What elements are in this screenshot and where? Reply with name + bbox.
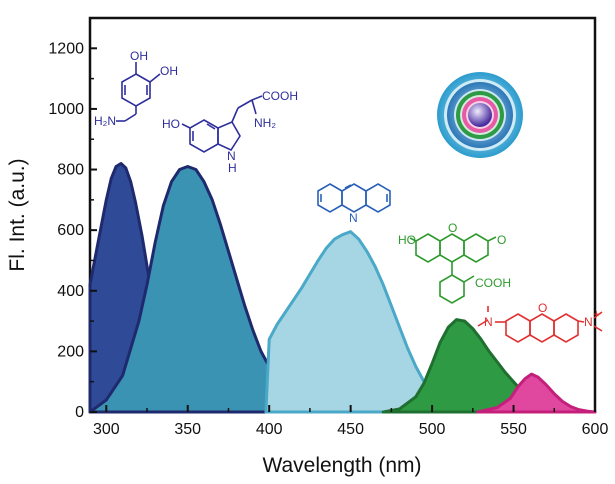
serotonin-label-n: N: [227, 149, 236, 163]
x-tick-label: 550: [500, 421, 527, 438]
x-tick-label: 300: [93, 421, 120, 438]
y-tick-label: 1200: [48, 40, 84, 57]
fluorescein-label-cooh: COOH: [475, 276, 511, 290]
fluorescein-structure: [409, 233, 497, 304]
series-area-5: [476, 372, 597, 414]
dopamine-label-oh2: OH: [160, 64, 178, 78]
rhodamine-label-n-left: N: [484, 315, 493, 329]
series-layer: [88, 162, 597, 414]
x-tick-label: 450: [337, 421, 364, 438]
dopamine-structure: [116, 62, 161, 122]
acridine-structure: [317, 183, 391, 213]
fluorescein-label-o-keto: O: [497, 233, 506, 247]
serotonin-label-nh2: NH₂: [254, 116, 276, 130]
x-tick-label: 350: [174, 421, 201, 438]
y-tick-label: 800: [57, 162, 84, 179]
y-axis-title: Fl. Int. (a.u.): [6, 158, 29, 271]
acridine-label-n: N: [349, 211, 358, 225]
dopamine-label-nh2: H₂N: [94, 114, 116, 128]
x-axis-title: Wavelength (nm): [262, 454, 421, 477]
serotonin-label-ho: HO: [162, 117, 180, 131]
serotonin-label-cooh: COOH: [262, 89, 298, 103]
y-tick-label: 600: [57, 222, 84, 239]
rhodamine-structure: [477, 306, 603, 343]
serotonin-label-h: H: [228, 161, 237, 175]
nanoparticle-rings-icon: [437, 72, 523, 158]
rhodamine-label-n-right: N: [584, 315, 593, 329]
x-tick-label: 600: [582, 421, 609, 438]
y-tick-label: 0: [75, 404, 84, 421]
fluorescein-label-ho: HO: [398, 233, 416, 247]
dopamine-label-oh1: OH: [130, 49, 148, 63]
rhodamine-label-plus: +: [593, 307, 600, 321]
y-tick-label: 1000: [48, 101, 84, 118]
rhodamine-label-o: O: [538, 301, 547, 315]
x-tick-label: 500: [419, 421, 446, 438]
axis-layer: 300 350 400 450 500 550 600 0 200 400 600 800 1000 12…: [48, 40, 608, 438]
y-tick-label: 400: [57, 283, 84, 300]
fluorescein-label-o-ring: O: [448, 221, 457, 235]
serotonin-structure: [181, 95, 263, 153]
x-tick-label: 400: [256, 421, 283, 438]
y-tick-label: 200: [57, 343, 84, 360]
